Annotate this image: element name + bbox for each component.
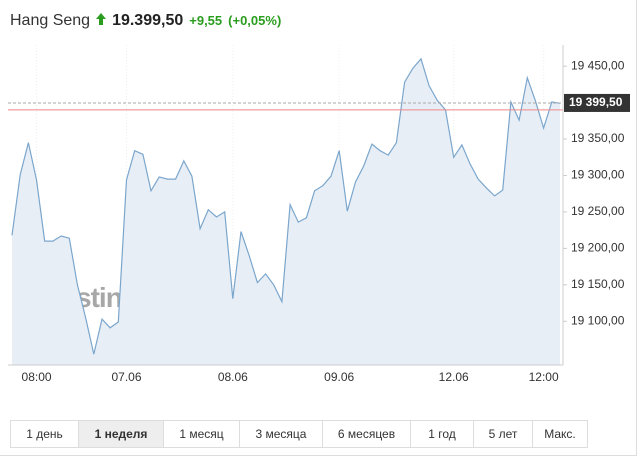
range-button[interactable]: Макс. — [544, 427, 576, 441]
chart: Investing.com08:0007.0608.0609.0612.0612… — [8, 45, 630, 384]
up-arrow — [96, 13, 107, 25]
last-price-box — [564, 93, 630, 112]
x-tick-label: 07.06 — [111, 370, 141, 384]
range-button[interactable]: 6 месяцев — [323, 421, 411, 447]
x-tick-label: 08:00 — [22, 370, 52, 384]
range-button[interactable]: 3 месяца — [240, 421, 323, 447]
index-name: Hang Seng — [10, 12, 91, 29]
x-tick-label: 09.06 — [324, 370, 354, 384]
area-fill — [12, 58, 560, 366]
range-button[interactable]: 1 неделя — [79, 421, 164, 447]
y-tick-label: 19 350,00 — [571, 131, 625, 145]
last-price-label: 19 399,50 — [569, 95, 623, 109]
y-tick-label: 19 450,00 — [571, 58, 625, 72]
range-selector: 1 день 1 неделя 1 месяц 3 месяца 6 месяцев 1 … — [10, 420, 588, 448]
price: 19.399,50 — [112, 12, 184, 29]
range-button[interactable]: 1 день — [11, 421, 79, 447]
range-button[interactable]: 5 лет — [474, 421, 533, 447]
range-button[interactable]: 1 год — [411, 421, 474, 447]
y-tick-label: 19 200,00 — [571, 241, 625, 255]
y-tick-label: 19 100,00 — [571, 313, 625, 327]
x-tick-label: 08.06 — [218, 370, 248, 384]
y-tick-label: 19 300,00 — [571, 168, 625, 182]
x-tick-label: 12:00 — [529, 370, 559, 384]
y-tick-label: 19 150,00 — [571, 277, 625, 291]
x-tick-label: 12.06 — [439, 370, 469, 384]
range-button[interactable]: 1 месяц — [164, 421, 240, 447]
header: Hang Seng 19.399,50 +9,55 (+0,05%) — [10, 12, 281, 30]
price-line — [11, 57, 561, 355]
change-percent: (+0,05%) — [228, 13, 282, 28]
change: +9,55 — [189, 13, 223, 28]
y-tick-label: 19 250,00 — [571, 204, 625, 218]
